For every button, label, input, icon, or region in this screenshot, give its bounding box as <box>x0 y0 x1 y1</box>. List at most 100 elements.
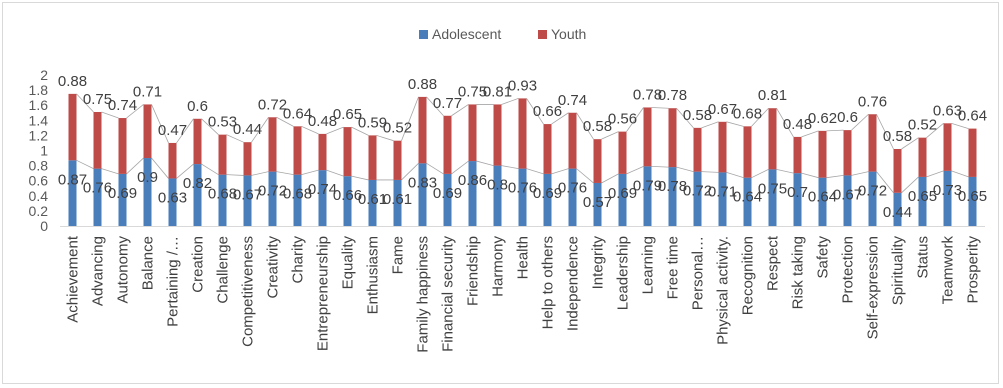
value-label-adolescent: 0.61 <box>383 191 412 208</box>
value-label-youth: 0.59 <box>358 114 387 131</box>
legend-swatch-youth <box>538 30 547 39</box>
value-label-youth: 0.71 <box>133 83 162 100</box>
bar-youth <box>193 118 202 165</box>
series-line-adolescent <box>476 160 494 166</box>
bar-youth <box>943 123 952 171</box>
series-line-youth <box>776 108 794 138</box>
bar-adolescent <box>243 175 252 226</box>
bar-adolescent <box>793 173 802 226</box>
bar-youth <box>668 108 677 168</box>
x-tick-label: Financial security <box>440 236 457 352</box>
value-label-adolescent: 0.79 <box>633 177 662 194</box>
value-label-youth: 0.81 <box>483 83 512 100</box>
series-line-youth <box>876 114 894 150</box>
bar-adolescent <box>468 161 477 226</box>
value-label-adolescent: 0.73 <box>933 182 962 199</box>
x-tick-label: Personal… <box>690 236 707 310</box>
x-tick-label: Equality <box>340 236 357 290</box>
value-label-youth: 0.75 <box>458 83 487 100</box>
series-line-adolescent <box>626 165 644 175</box>
series-line-youth <box>576 112 594 140</box>
value-label-youth: 0.62 <box>808 110 837 127</box>
value-label-youth: 0.64 <box>283 105 312 122</box>
bar-youth <box>718 121 727 173</box>
bar-youth <box>568 112 577 169</box>
value-label-youth: 0.81 <box>758 87 787 104</box>
value-label-adolescent: 0.87 <box>58 171 87 188</box>
bar-youth <box>343 127 352 177</box>
bar-adolescent <box>393 179 402 226</box>
x-tick-label: Leadership <box>615 236 632 310</box>
series-line-adolescent <box>251 171 269 176</box>
legend-label-youth: Youth <box>551 26 586 42</box>
value-label-youth: 0.6 <box>837 109 858 126</box>
value-label-adolescent: 0.57 <box>583 194 612 211</box>
value-label-youth: 0.63 <box>933 102 962 119</box>
series-line-adolescent <box>801 172 819 179</box>
series-line-adolescent <box>776 168 794 174</box>
value-label-youth: 0.48 <box>783 116 812 133</box>
series-line-adolescent <box>176 163 194 179</box>
bar-youth <box>443 115 452 174</box>
series-line-youth <box>726 121 744 127</box>
bar-youth <box>818 130 827 178</box>
bar-youth <box>968 128 977 177</box>
series-line-adolescent <box>451 160 469 175</box>
legend-label-adolescent: Adolescent <box>432 26 501 42</box>
bar-adolescent <box>493 165 502 226</box>
series-line-youth <box>926 123 944 138</box>
bar-adolescent <box>893 192 902 226</box>
x-tick-label: Free time <box>665 236 682 299</box>
series-line-youth <box>526 98 544 125</box>
series-line-youth <box>76 93 94 113</box>
series-line-youth <box>401 96 419 141</box>
x-tick-label: Physical activity. <box>715 236 732 345</box>
bar-adolescent <box>218 174 227 226</box>
bar-adolescent <box>143 158 152 226</box>
series-line-adolescent <box>76 159 94 169</box>
x-tick-label: Respect <box>765 235 782 291</box>
value-label-adolescent: 0.78 <box>658 178 687 195</box>
y-tick-label: 1.4 <box>29 112 49 128</box>
bar-adolescent <box>193 164 202 226</box>
series-line-adolescent <box>701 171 719 173</box>
series-line-youth <box>501 98 519 105</box>
y-tick-label: 0 <box>40 218 48 234</box>
value-label-adolescent: 0.68 <box>283 186 312 203</box>
bar-adolescent <box>718 172 727 226</box>
value-label-youth: 0.48 <box>308 113 337 130</box>
series-line-youth <box>151 104 169 144</box>
bar-adolescent <box>318 170 327 226</box>
series-line-youth <box>951 122 969 129</box>
value-label-youth: 0.88 <box>408 76 437 93</box>
value-labels: 0.870.880.760.750.690.740.90.710.630.470… <box>58 73 987 221</box>
value-label-adolescent: 0.82 <box>183 175 212 192</box>
value-label-youth: 0.93 <box>508 77 537 94</box>
bar-adolescent <box>918 176 927 226</box>
series-line-youth <box>801 130 819 138</box>
series-line-youth <box>251 117 269 143</box>
value-label-adolescent: 0.76 <box>558 180 587 197</box>
x-tick-label: Status <box>915 236 932 279</box>
bar-youth <box>693 127 702 172</box>
value-label-adolescent: 0.66 <box>333 187 362 204</box>
value-label-youth: 0.78 <box>633 86 662 103</box>
bar-youth <box>418 96 427 164</box>
series-line-youth <box>226 134 244 143</box>
bar-adolescent <box>843 175 852 226</box>
series-line-adolescent <box>126 157 144 175</box>
bar-adolescent <box>443 173 452 226</box>
bar-youth <box>268 117 277 172</box>
value-label-adolescent: 0.61 <box>358 191 387 208</box>
value-label-adolescent: 0.65 <box>958 188 987 205</box>
x-tick-label: Friendship <box>465 236 482 306</box>
bar-youth <box>768 108 777 170</box>
series-line-adolescent <box>726 172 744 179</box>
x-tick-label: Family happiness <box>415 236 432 353</box>
bar-youth <box>318 133 327 171</box>
value-label-adolescent: 0.9 <box>137 169 158 186</box>
series-line-youth <box>201 118 219 135</box>
series-line-adolescent <box>351 175 369 181</box>
bars <box>68 93 977 226</box>
bar-adolescent <box>568 168 577 226</box>
